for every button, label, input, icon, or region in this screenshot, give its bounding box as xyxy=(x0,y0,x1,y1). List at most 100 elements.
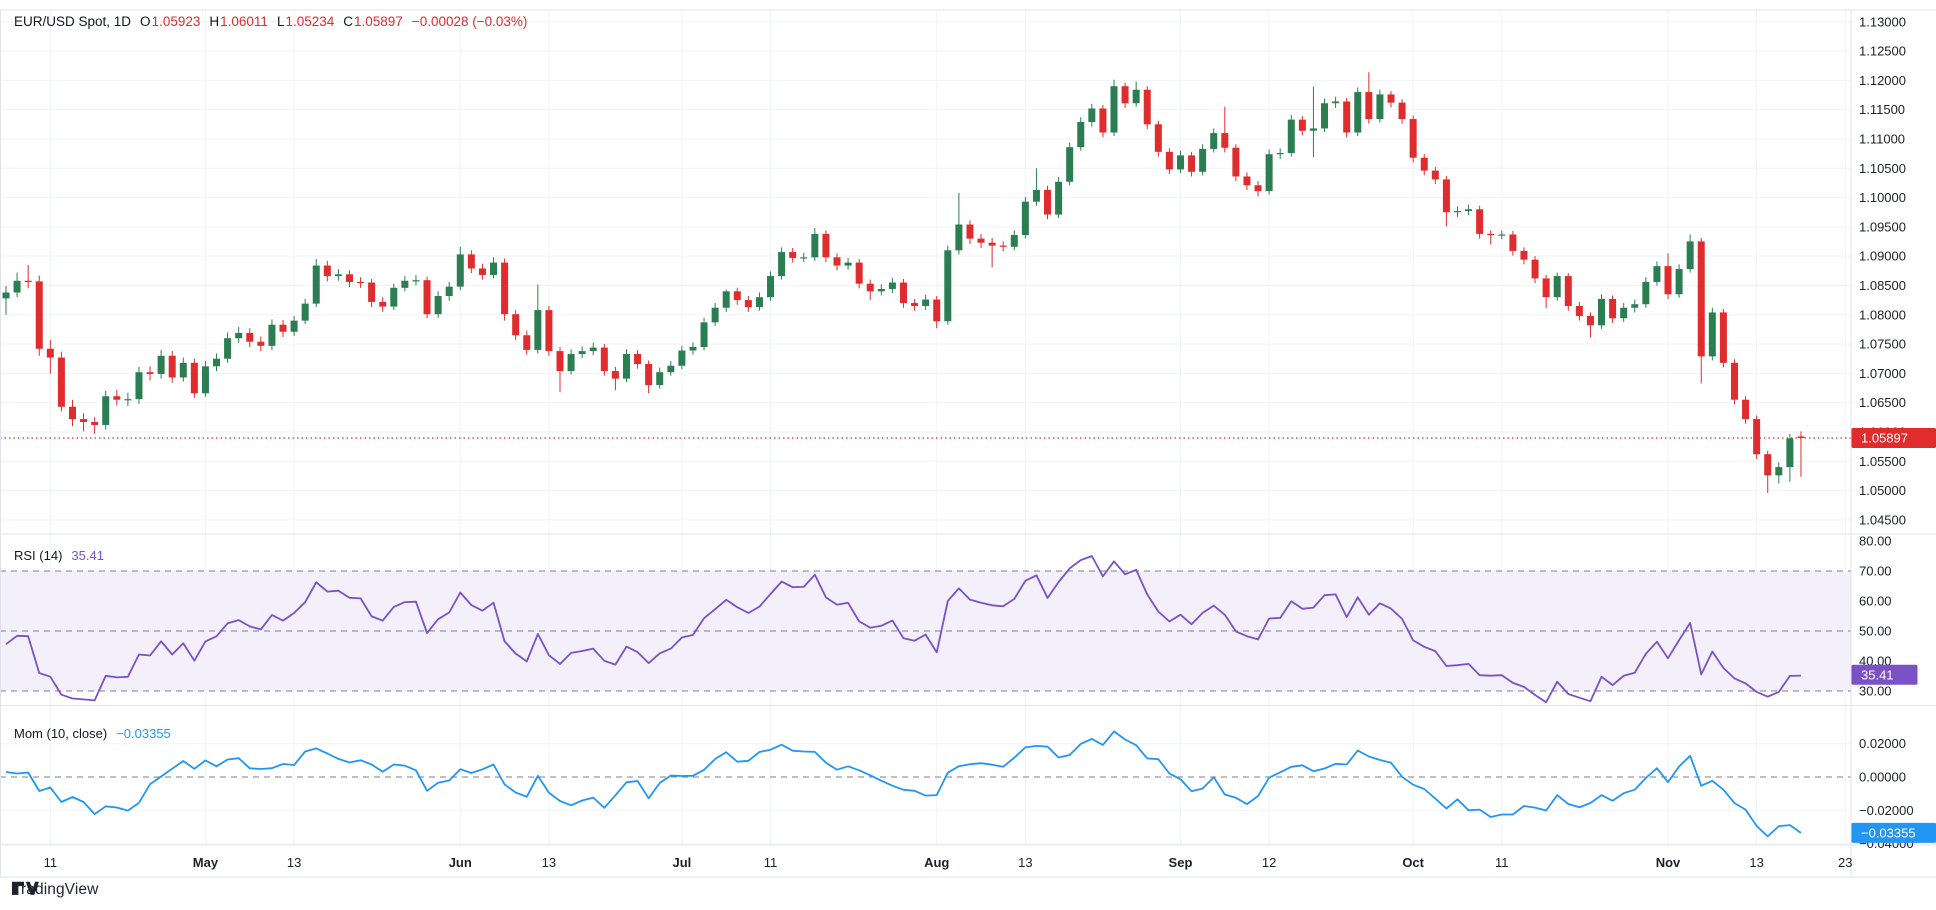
candle-body xyxy=(578,351,586,355)
candle-body xyxy=(1586,315,1594,326)
candle-body xyxy=(1697,241,1705,357)
candle-body xyxy=(423,280,431,315)
candle-body xyxy=(1332,101,1340,104)
candle-body xyxy=(911,303,919,306)
candle-body xyxy=(1465,209,1473,212)
price-axis-tick: 1.13000 xyxy=(1859,14,1906,29)
candle-body xyxy=(467,254,475,269)
time-axis-day-label[interactable]: 13 xyxy=(287,855,301,870)
candle-body xyxy=(1542,278,1550,298)
candle-body xyxy=(445,286,453,297)
candle-body xyxy=(1044,189,1052,215)
time-axis-day-label[interactable]: 11 xyxy=(764,855,778,870)
price-pane[interactable] xyxy=(0,10,1851,534)
candle-body xyxy=(622,354,630,379)
candle-body xyxy=(711,307,719,323)
current-price-label-text: 1.05897 xyxy=(1861,431,1908,446)
candle-body xyxy=(866,283,874,292)
time-axis-day-label[interactable]: 13 xyxy=(1749,855,1763,870)
time-axis-day-label[interactable]: 13 xyxy=(1018,855,1032,870)
candle-body xyxy=(246,332,254,342)
candle-body xyxy=(611,371,619,379)
candle-body xyxy=(1354,92,1362,133)
candle-body xyxy=(1631,304,1639,308)
candle-body xyxy=(778,252,786,277)
candle-body xyxy=(1442,179,1450,213)
candle-body xyxy=(501,262,509,315)
candle-body xyxy=(345,274,353,282)
price-axis-tick: 1.07500 xyxy=(1859,337,1906,352)
candle-body xyxy=(944,250,952,322)
candle-body xyxy=(877,288,885,292)
price-axis-tick: 1.06500 xyxy=(1859,395,1906,410)
candle-body xyxy=(68,406,76,420)
ohlc-high: H 1.06011 xyxy=(209,14,268,29)
candle-body xyxy=(1575,305,1583,316)
candle-body xyxy=(789,252,797,258)
candle-body xyxy=(1132,89,1140,104)
candle-body xyxy=(567,354,575,372)
candle-body xyxy=(922,299,930,306)
candle-body xyxy=(1376,94,1384,120)
candle-body xyxy=(91,422,99,425)
candle-body xyxy=(1254,185,1262,192)
candle-body xyxy=(600,347,608,372)
candle-body xyxy=(1265,154,1273,192)
candle-body xyxy=(656,372,664,386)
candle-body xyxy=(1753,419,1761,455)
price-axis-tick: 1.08000 xyxy=(1859,307,1906,322)
price-axis-tick: 1.05500 xyxy=(1859,454,1906,469)
candle-body xyxy=(1498,234,1506,236)
rsi-axis-tick: 80.00 xyxy=(1859,534,1892,549)
candle-body xyxy=(722,291,730,308)
candle-body xyxy=(13,280,21,293)
price-axis-tick: 1.12500 xyxy=(1859,44,1906,59)
candle-body xyxy=(1620,307,1628,319)
time-axis-day-label[interactable]: 23 xyxy=(1838,855,1852,870)
candle-body xyxy=(800,257,808,259)
candle-body xyxy=(512,314,520,336)
candle-body xyxy=(534,310,542,350)
candle-body xyxy=(733,291,741,301)
candle-body xyxy=(1453,211,1461,213)
price-axis-tick: 1.04500 xyxy=(1859,512,1906,527)
time-axis-month-label[interactable]: Jul xyxy=(672,855,691,870)
price-axis-tick: 1.09500 xyxy=(1859,219,1906,234)
candle-body xyxy=(667,365,675,373)
time-axis-day-label[interactable]: 11 xyxy=(44,855,58,870)
candle-body xyxy=(1398,102,1406,120)
mom-axis-tick: −0.02000 xyxy=(1859,803,1914,818)
rsi-axis-tick: 50.00 xyxy=(1859,624,1892,639)
time-axis-month-label[interactable]: May xyxy=(193,855,219,870)
candle-body xyxy=(523,335,531,350)
time-axis-month-label[interactable]: Aug xyxy=(924,855,949,870)
candle-body xyxy=(334,274,342,277)
time-axis-day-label[interactable]: 11 xyxy=(1495,855,1509,870)
time-axis-month-label[interactable]: Sep xyxy=(1169,855,1193,870)
time-axis-day-label[interactable]: 13 xyxy=(542,855,556,870)
time-axis-month-label[interactable]: Jun xyxy=(449,855,472,870)
candle-body xyxy=(1664,266,1672,295)
candle-body xyxy=(645,363,653,386)
tradingview-attribution[interactable]: TradingView xyxy=(12,881,98,899)
candle-body xyxy=(1487,233,1495,236)
candle-body xyxy=(1719,312,1727,363)
candle-body xyxy=(201,366,209,394)
time-axis-month-label[interactable]: Oct xyxy=(1402,855,1424,870)
candle-body xyxy=(689,346,697,351)
candle-body xyxy=(811,233,819,258)
symbol-title: EUR/USD Spot, 1D xyxy=(14,14,132,29)
mom-legend: Mom (10, close) −0.03355 xyxy=(14,724,171,744)
price-axis-tick: 1.07000 xyxy=(1859,366,1906,381)
mom-legend-name: Mom (10, close) xyxy=(14,726,108,741)
rsi-legend-name: RSI (14) xyxy=(14,548,63,563)
candle-body xyxy=(767,276,775,298)
time-axis-month-label[interactable]: Nov xyxy=(1656,855,1681,870)
candle-body xyxy=(80,419,88,423)
time-axis[interactable] xyxy=(0,845,1936,877)
candle-body xyxy=(933,299,941,322)
candle-body xyxy=(257,341,265,346)
time-axis-day-label[interactable]: 12 xyxy=(1262,855,1276,870)
candle-body xyxy=(1298,119,1306,131)
